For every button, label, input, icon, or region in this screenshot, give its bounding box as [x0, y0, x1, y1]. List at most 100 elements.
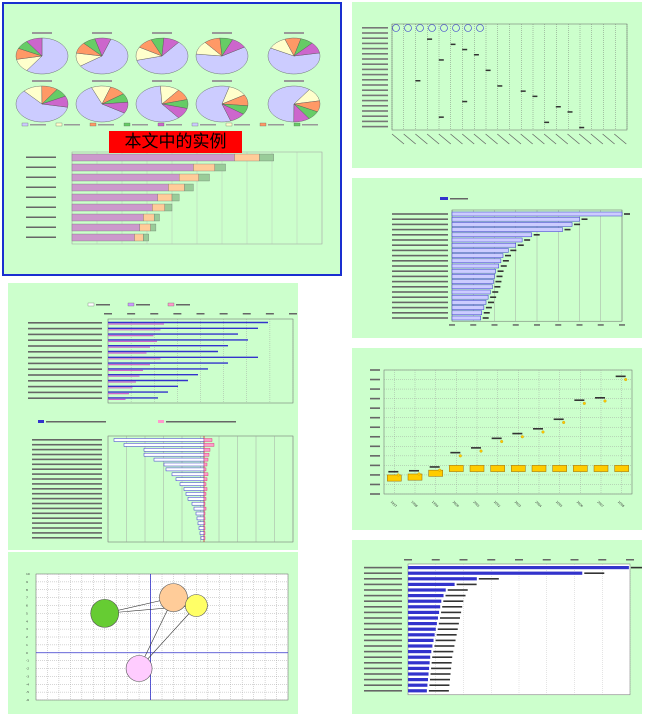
bar: [408, 610, 440, 614]
x-tick-label: [449, 324, 455, 326]
bar-left: [196, 516, 205, 521]
y-tick-label: 9: [26, 580, 28, 584]
point: [582, 401, 586, 405]
bar: [451, 222, 573, 227]
y-tick-label: 3: [26, 627, 28, 631]
bar-segment: [134, 233, 144, 242]
value-label: [488, 301, 494, 304]
category-label: [392, 291, 448, 293]
bar: [451, 315, 481, 321]
category-label: [28, 374, 102, 376]
pie-slice: [221, 39, 245, 57]
category-label: [32, 473, 102, 475]
value-label: [429, 466, 440, 468]
value-label: [524, 239, 531, 241]
x-tick-label: 2006: [576, 500, 584, 508]
pie-caption: [32, 80, 52, 82]
pie-slice: [161, 103, 188, 119]
ranking-panel: [352, 178, 642, 338]
value-label: [441, 611, 462, 614]
bar-right: [203, 506, 207, 511]
value-label: [428, 690, 449, 692]
legend-label: [166, 124, 182, 126]
bar: [408, 566, 629, 570]
bar-right: [203, 521, 206, 526]
y-tick-label: [370, 464, 380, 467]
value-mark: [485, 69, 491, 72]
category-label: [364, 606, 402, 608]
value-mark: [532, 95, 538, 98]
category-label: [392, 312, 448, 314]
value-label: [483, 312, 490, 314]
category-label: [364, 634, 402, 636]
legend-swatch: [127, 302, 135, 307]
group-bars-panel: [352, 540, 642, 714]
bar-right: [203, 448, 211, 452]
bar-right: [203, 487, 208, 491]
legend-label: [302, 124, 318, 126]
bar: [428, 469, 443, 477]
bar: [451, 253, 504, 258]
row-label: [362, 84, 388, 86]
bar: [408, 616, 438, 620]
category-label: [28, 385, 102, 388]
x-tick-label: [104, 313, 112, 315]
bar-right: [203, 536, 206, 540]
category-label: [392, 306, 448, 309]
x-tick-label: 2000: [452, 500, 460, 508]
category-label: [364, 639, 402, 642]
category-label: [392, 254, 448, 257]
x-tick-label: [487, 559, 496, 561]
bar-right: [203, 511, 206, 516]
category-label: [32, 439, 102, 441]
category-label: [364, 622, 402, 625]
bar-right: [203, 482, 207, 486]
category-label: [364, 594, 402, 597]
bar-segment: [71, 173, 180, 182]
bar-left: [163, 462, 205, 467]
bar-right: [203, 443, 215, 447]
x-tick-label: [626, 559, 634, 561]
value-label: [471, 447, 481, 449]
x-tick-label: [598, 559, 607, 561]
x-tick-label: [403, 133, 416, 145]
category-label: [32, 458, 102, 461]
category-label: [364, 690, 402, 692]
value-label: [510, 249, 517, 252]
yearly-chart: 1997 1998 1999 2000 2001 2002 2003 2004 2005 2006…: [370, 369, 633, 508]
value-label: [584, 572, 605, 574]
category-label: [364, 628, 402, 630]
point: [396, 473, 400, 477]
category-label: [26, 226, 56, 228]
category-label: [392, 301, 448, 304]
value-label: [630, 566, 642, 569]
category-label: [364, 678, 402, 681]
row-label: [362, 27, 388, 29]
value-label: [574, 223, 581, 226]
x-tick-label: [415, 133, 428, 145]
x-tick-label: [515, 559, 523, 561]
x-tick-label: [532, 133, 545, 145]
value-label: [482, 317, 489, 319]
category-label: [364, 611, 402, 614]
bar-right: [203, 531, 206, 535]
x-tick-label: [570, 559, 579, 561]
row-label: [362, 47, 388, 50]
x-tick-label: [438, 133, 452, 145]
x-tick-label: [576, 324, 583, 326]
category-label: [392, 280, 448, 283]
pie-slice: [26, 37, 69, 75]
category-label: [32, 443, 102, 446]
pie-slice: [136, 41, 189, 75]
bar-left: [200, 536, 205, 540]
bar-segment: [153, 213, 160, 222]
bar: [407, 473, 423, 481]
category-label: [26, 206, 56, 208]
bar-segment: [152, 203, 166, 212]
bar: [593, 465, 609, 472]
marker-circle: [464, 24, 472, 32]
category-label: [364, 566, 402, 569]
value-label: [533, 234, 540, 236]
row-label: [362, 32, 388, 34]
pie-slice: [195, 85, 232, 123]
